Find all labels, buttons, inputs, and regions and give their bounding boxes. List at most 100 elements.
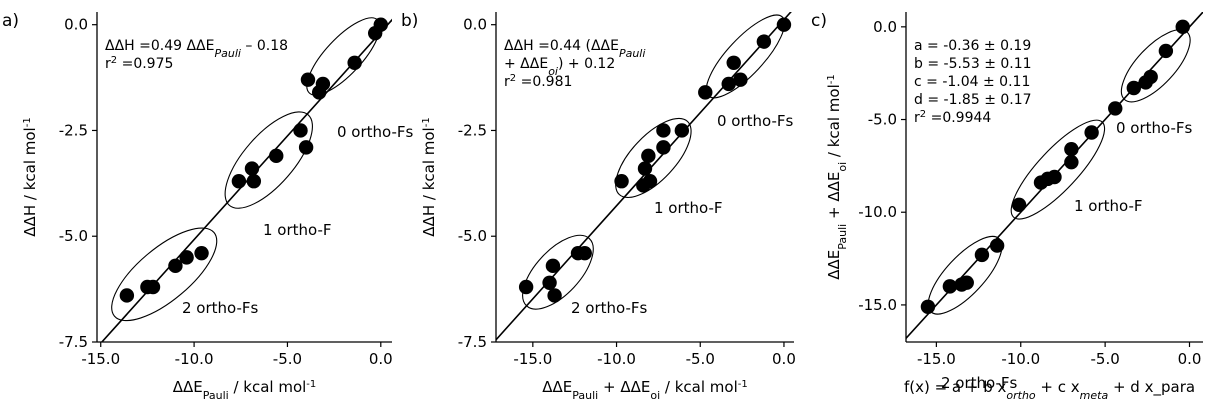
group-label: 1 ortho-F — [1074, 197, 1143, 215]
data-point — [298, 140, 314, 155]
data-point — [726, 55, 741, 70]
data-point — [1064, 141, 1079, 157]
data-point — [1084, 125, 1099, 140]
data-point — [547, 288, 562, 303]
data-point — [920, 299, 936, 314]
group-label: 0 ortho-Fs — [717, 112, 794, 130]
group-label: 2 ortho-Fs — [571, 299, 648, 317]
data-point — [698, 85, 713, 100]
x-tick-label: -10.0 — [175, 350, 214, 368]
data-point — [300, 72, 316, 87]
y-tick-label: -5.0 — [59, 227, 88, 245]
chart-panel: -15.0 -10.0 -5.0 0.0 0.0 -5.0 -10.0 -15.0 0 orth… — [811, 11, 1203, 402]
data-point — [244, 161, 260, 176]
group-label: 2 ortho-Fs — [182, 299, 259, 317]
y-tick-label: -2.5 — [59, 121, 88, 139]
data-point — [1108, 101, 1123, 116]
data-point — [518, 279, 534, 295]
data-point — [1175, 19, 1190, 35]
data-point — [293, 123, 308, 138]
data-point — [570, 245, 586, 261]
y-tick-label: -15.0 — [858, 296, 897, 314]
data-point — [674, 123, 690, 138]
panel-label: c) — [811, 11, 827, 31]
group-ellipse — [1010, 119, 1106, 220]
data-point — [231, 174, 247, 189]
group-label: 2 ortho-Fs — [941, 374, 1018, 392]
panel-label: b) — [401, 11, 418, 31]
x-tick-label: 0.0 — [1178, 350, 1202, 368]
y-tick-label: -5.0 — [868, 111, 897, 129]
data-point — [942, 279, 958, 294]
group-ellipse — [1120, 29, 1191, 103]
x-tick-label: -5.0 — [273, 350, 302, 368]
data-point — [140, 279, 155, 295]
data-point — [179, 250, 194, 265]
y-tick-label: -10.0 — [858, 203, 897, 221]
group-label: 0 ortho-Fs — [1116, 119, 1193, 137]
data-point — [1011, 197, 1027, 213]
data-point — [1126, 80, 1142, 96]
fit-annotation: a = -0.36 ± 0.19 — [914, 38, 1031, 54]
x-axis-label: ΔΔEPauli / kcal mol-1 — [173, 378, 317, 402]
data-point — [168, 258, 183, 274]
fit-annotation: b = -5.53 ± 0.11 — [914, 56, 1032, 72]
group-ellipse — [615, 117, 692, 199]
y-tick-label: -5.0 — [458, 227, 487, 245]
data-point — [641, 148, 656, 164]
x-axis-label: f(x) = a + b xortho + c xmeta + d x_para — [904, 378, 1195, 402]
data-point — [1138, 75, 1153, 90]
fit-annotation: r2 =0.981 — [504, 73, 572, 91]
y-tick-label: 0.0 — [463, 16, 487, 34]
x-tick-label: -5.0 — [1090, 350, 1119, 368]
data-point — [119, 288, 135, 303]
data-point — [721, 76, 736, 92]
x-tick-label: 0.0 — [369, 350, 393, 368]
panel-label: a) — [2, 11, 19, 31]
data-point — [194, 245, 209, 261]
group-label: 1 ortho-F — [654, 199, 723, 217]
data-point — [347, 55, 362, 70]
fit-annotation: + ΔΔEoi) + 0.12 — [504, 56, 615, 78]
y-axis-label: ΔΔH / kcal mol-1 — [21, 117, 39, 236]
data-point — [637, 161, 653, 176]
group-ellipse — [522, 234, 594, 310]
data-point — [974, 247, 990, 263]
data-point — [733, 72, 748, 87]
chart-panel: -15.0 -10.0 -5.0 0.0 0.0 -2.5 -5.0 -7.5 0 ortho-… — [401, 11, 796, 402]
data-point — [367, 25, 383, 41]
x-tick-label: -10.0 — [597, 350, 636, 368]
data-point — [954, 277, 969, 292]
x-tick-label: -15.0 — [917, 350, 956, 368]
data-point — [1033, 175, 1049, 190]
fit-annotation: ΔΔH =0.44 (ΔΔEPauli — [504, 38, 645, 60]
group-ellipse — [224, 111, 313, 209]
group-label: 1 ortho-F — [263, 221, 332, 239]
x-tick-label: -15.0 — [513, 350, 552, 368]
data-point — [756, 34, 772, 49]
group-ellipse — [111, 227, 218, 322]
data-point — [776, 17, 792, 32]
data-point — [656, 140, 671, 155]
data-point — [636, 178, 651, 193]
data-point — [545, 258, 561, 274]
x-tick-label: -5.0 — [686, 350, 715, 368]
fit-annotation: c = -1.04 ± 0.11 — [914, 74, 1030, 90]
data-point — [542, 275, 557, 290]
x-tick-label: 0.0 — [772, 350, 796, 368]
y-tick-label: -2.5 — [458, 121, 487, 139]
y-tick-label: -7.5 — [458, 333, 487, 351]
y-axis-label: ΔΔEPauli + ΔΔEoi / kcal mol-1 — [825, 74, 849, 279]
y-tick-label: 0.0 — [64, 16, 88, 34]
group-label: 0 ortho-Fs — [337, 123, 414, 141]
data-point — [311, 85, 327, 100]
x-tick-label: -10.0 — [1001, 350, 1040, 368]
fit-annotation: d = -1.85 ± 0.17 — [914, 92, 1032, 108]
fit-annotation: ΔΔH =0.49 ΔΔEPauli – 0.18 — [105, 38, 288, 60]
x-tick-label: -15.0 — [81, 350, 120, 368]
fit-annotation: r2 =0.9944 — [914, 109, 991, 127]
data-point — [1064, 154, 1079, 170]
y-tick-label: 0.0 — [873, 18, 897, 36]
y-tick-label: -7.5 — [59, 333, 88, 351]
